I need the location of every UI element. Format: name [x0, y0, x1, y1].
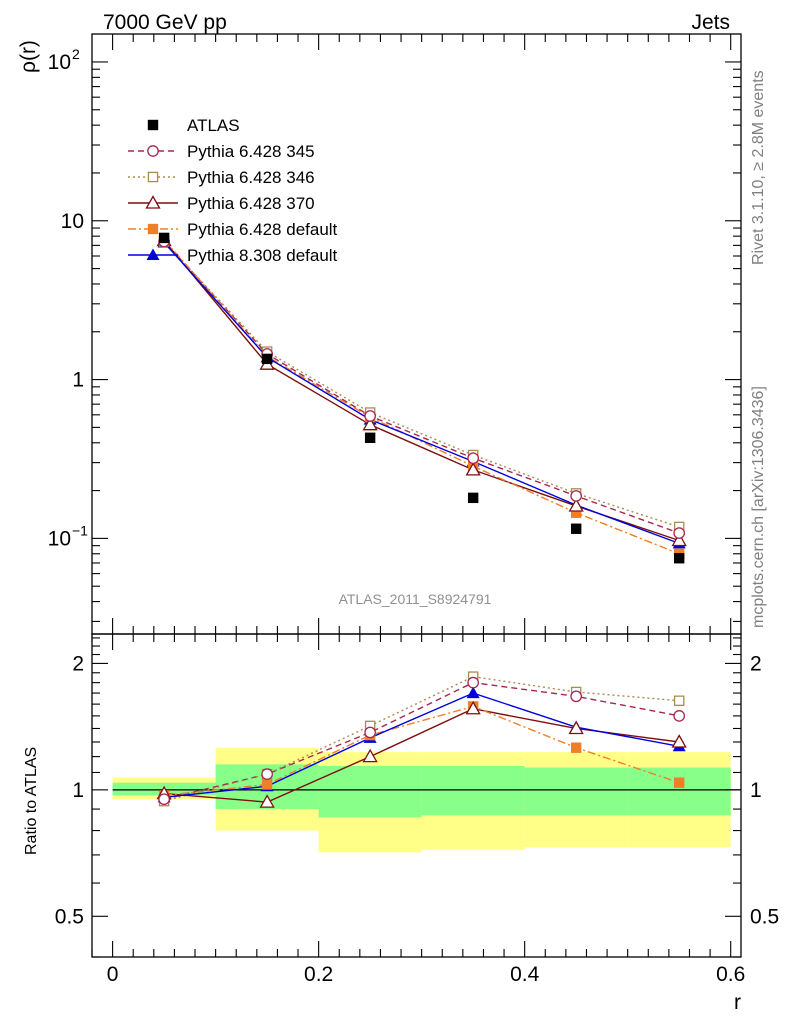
point-pythia-6-428-370-4 — [568, 498, 584, 512]
legend-marker — [146, 248, 160, 260]
legend-item-pythia-8-308-default: Pythia 8.308 default — [128, 246, 338, 265]
point-atlas-5 — [673, 553, 685, 564]
point-atlas-1 — [261, 353, 273, 365]
legend-marker — [147, 171, 159, 183]
legend-marker — [147, 223, 159, 235]
mcplots-label: mcplots.cern.ch [arXiv:1306.3436] — [750, 386, 767, 628]
main-ytick-label: 10 — [48, 527, 71, 550]
main-ytick-exponent: 2 — [72, 46, 80, 62]
legend-label: ATLAS — [187, 116, 240, 135]
point-pythia-6-428-345-2 — [364, 410, 376, 422]
band-inner-5 — [627, 767, 731, 816]
ratio-line-pythia-6-428-default — [164, 705, 680, 797]
ratio-point-pythia-6-428-345-1 — [261, 768, 273, 780]
ratio-ytick-label-left: 1 — [72, 779, 84, 802]
legend-marker — [145, 195, 161, 209]
point-pythia-6-428-345-3 — [467, 452, 480, 465]
main-ytick-label: 10 — [61, 210, 84, 233]
band-inner-3 — [421, 765, 525, 816]
ratio-point-pythia-6-428-370-4 — [568, 720, 584, 735]
point-atlas-0 — [158, 232, 170, 244]
legend-item-pythia-6-428-346: Pythia 6.428 346 — [128, 168, 315, 187]
band-inner-2 — [318, 765, 422, 818]
point-atlas-3 — [467, 492, 479, 504]
point-pythia-6-428-370-2 — [362, 416, 378, 431]
series-line-pythia-6-428-346 — [163, 241, 680, 528]
ratio-line-pythia-8-308-default — [164, 692, 680, 798]
series-line-pythia-6-428-370 — [163, 240, 680, 542]
ratio-ylabel: Ratio to ATLAS — [23, 747, 40, 855]
legend-item-pythia-6-428-default: Pythia 6.428 default — [128, 220, 338, 239]
legend-item-atlas: ATLAS — [147, 116, 240, 135]
ratio-point-pythia-6-428-345-5 — [673, 710, 686, 722]
analysis-id: ATLAS_2011_S8924791 — [339, 591, 492, 607]
ratio-line-pythia-6-428-345 — [163, 681, 680, 800]
point-atlas-4 — [570, 523, 582, 534]
beam-label: 7000 GeV pp — [103, 11, 227, 34]
point-pythia-6-428-345-4 — [570, 490, 583, 502]
rivet-label: Rivet 3.1.10, ≥ 2.8M events — [750, 70, 767, 265]
ratio-point-pythia-6-428-345-2 — [364, 726, 376, 739]
point-pythia-6-428-345-5 — [673, 527, 686, 539]
ratio-point-pythia-6-428-345-3 — [467, 676, 480, 689]
series-line-pythia-6-428-default — [163, 239, 680, 555]
legend-label: Pythia 6.428 default — [187, 220, 338, 239]
series-line-pythia-6-428-345 — [163, 241, 680, 534]
legend-item-pythia-6-428-345: Pythia 6.428 345 — [128, 142, 315, 161]
ratio-xlabel: r — [734, 991, 741, 1014]
process-label: Jets — [691, 11, 730, 34]
ratio-line-pythia-6-428-346 — [163, 675, 680, 802]
point-atlas-2 — [364, 432, 376, 443]
ratio-frame — [91, 633, 742, 958]
legend-marker — [147, 145, 159, 157]
ratio-xtick-label: 0.4 — [510, 963, 540, 986]
ratio-point-pythia-6-428-345-0 — [158, 793, 170, 806]
point-pythia-6-428-370-3 — [465, 462, 481, 476]
ratio-point-pythia-6-428-345-4 — [570, 690, 583, 703]
ratio-point-pythia-8-308-default-3 — [466, 686, 480, 699]
legend-marker — [147, 119, 159, 131]
ratio-point-pythia-6-428-370-1 — [259, 794, 275, 808]
ratio-ytick-label-right: 1 — [750, 779, 762, 802]
legend-label: Pythia 6.428 370 — [187, 194, 315, 213]
ratio-point-pythia-6-428-370-2 — [362, 748, 378, 763]
ratio-xtick-label: 0 — [107, 963, 119, 986]
main-ytick-exponent: −1 — [72, 522, 88, 538]
ratio-point-pythia-6-428-default-4 — [570, 742, 582, 753]
main-ylabel: ρ(r) — [17, 40, 40, 73]
ratio-point-pythia-6-428-default-1 — [261, 779, 273, 790]
main-ytick-label: 10 — [48, 51, 71, 74]
ratio-panel: 0.5 0.5 1 1 2 2 0 0.2 0.4 0.6 r Ratio to ATLAS — [23, 633, 779, 1014]
ratio-point-pythia-6-428-default-5 — [673, 777, 685, 788]
ratio-ytick-label-left: 0.5 — [55, 905, 84, 928]
ratio-xtick-label: 0.6 — [716, 963, 745, 986]
ratio-ytick-label-left: 2 — [72, 652, 84, 675]
ratio-point-pythia-6-428-370-5 — [671, 734, 687, 748]
main-ytick-label: 1 — [72, 369, 84, 392]
ratio-ytick-label-right: 2 — [750, 652, 762, 675]
legend-item-pythia-6-428-370: Pythia 6.428 370 — [128, 194, 315, 213]
point-pythia-6-428-default-4 — [570, 507, 582, 518]
series-line-pythia-8-308-default — [163, 242, 680, 545]
ratio-point-pythia-6-428-370-3 — [465, 700, 481, 715]
point-pythia-6-428-370-5 — [671, 532, 687, 547]
ratio-ytick-label-right: 0.5 — [750, 905, 779, 928]
legend-label: Pythia 8.308 default — [187, 246, 338, 265]
ratio-xtick-label: 0.2 — [304, 963, 333, 986]
band-inner-4 — [524, 767, 628, 816]
legend-label: Pythia 6.428 346 — [187, 168, 315, 187]
legend-label: Pythia 6.428 345 — [187, 142, 315, 161]
ratio-point-pythia-6-428-346-5 — [673, 695, 685, 706]
